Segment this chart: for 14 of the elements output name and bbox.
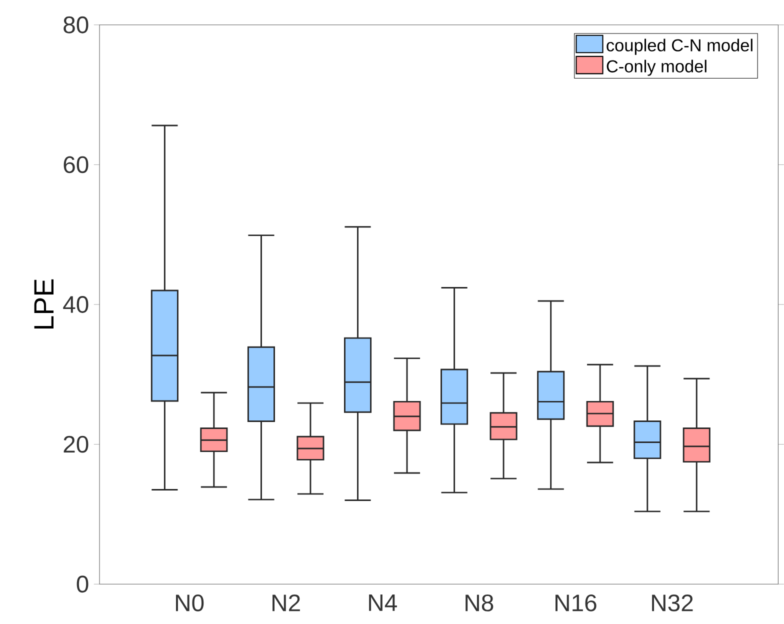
x-tick-label: N8 [466,594,494,612]
x-tick-label: N0 [176,594,204,612]
y-tick-label: 60 [64,156,88,174]
x-tick-label: N4 [369,594,397,611]
y-tick-label: 40 [63,296,88,313]
y-tick-label: 20 [64,436,88,453]
legend-label: coupled C-N model [606,38,752,55]
y-axis-title: LPE [34,279,54,329]
legend-label: C-only model [606,60,706,76]
x-tick-label: N32 [652,594,693,612]
y-tick-label: 0 [76,576,88,593]
x-tick-label: N2 [272,594,300,612]
x-tick-label: N16 [556,594,596,612]
y-tick-label: 80 [64,16,88,34]
